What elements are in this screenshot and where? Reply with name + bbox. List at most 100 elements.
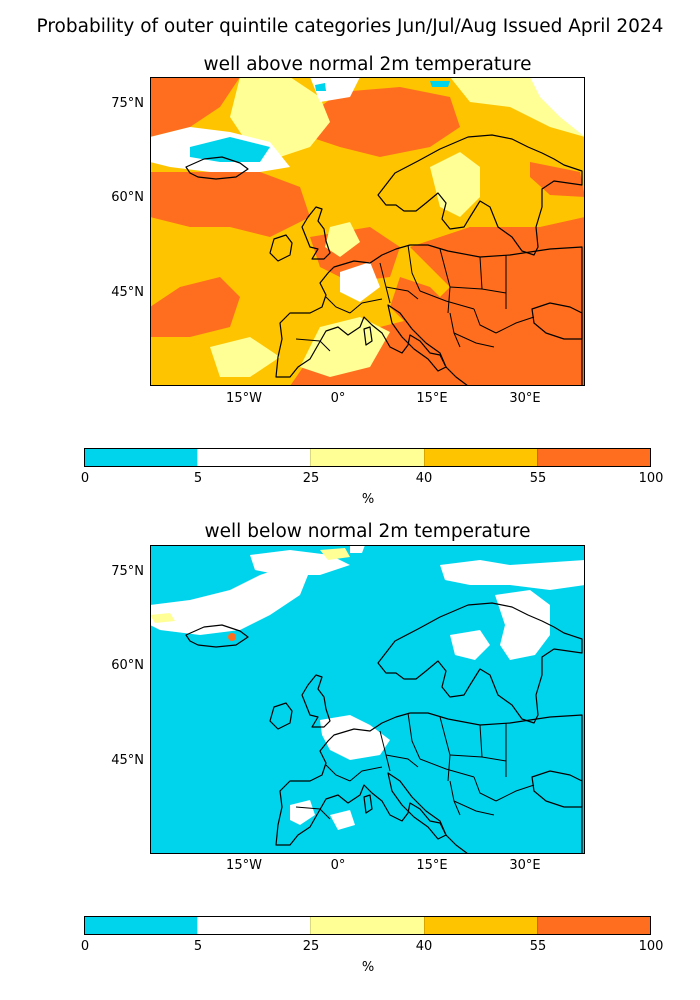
area-5-25	[440, 560, 585, 590]
colorbar-above	[84, 448, 651, 467]
country-border	[473, 776, 497, 802]
country-border	[295, 806, 331, 820]
lat-label-60n: 60°N	[111, 658, 144, 673]
colorbar-tick-0: 0	[80, 471, 90, 486]
colorbar-tick-0: 0	[80, 939, 90, 954]
warm-area-25-40	[210, 337, 280, 377]
country-border	[325, 296, 351, 314]
map-above-svg	[150, 77, 585, 386]
area-25-40	[320, 548, 350, 560]
country-border	[495, 784, 535, 802]
panel-title-below: well below normal 2m temperature	[204, 521, 531, 542]
map-frame	[150, 77, 585, 386]
warm-area-25-40	[430, 152, 480, 217]
area-5-25	[450, 630, 490, 660]
colorbar-segment-25-40	[310, 449, 424, 466]
coastline	[301, 206, 331, 260]
lat-label-45n: 45°N	[111, 753, 144, 768]
country-border	[419, 758, 475, 778]
figure-title: Probability of outer quintile categories…	[36, 16, 664, 37]
colorbar-unit: %	[361, 492, 375, 507]
colorbar-segment-5-25	[197, 917, 311, 934]
country-border	[407, 244, 421, 292]
area-5-25	[290, 800, 315, 825]
colorbar-tick-55: 55	[529, 471, 547, 486]
area-5-25	[320, 715, 390, 760]
map-above	[150, 77, 585, 386]
map-background-0-5	[150, 545, 585, 854]
lon-label-30e: 30°E	[509, 391, 541, 406]
coastline	[269, 234, 293, 262]
colorbar-tick-40: 40	[415, 471, 433, 486]
area-5-25	[330, 810, 355, 830]
lon-label-15w: 15°W	[226, 858, 262, 873]
country-border	[385, 754, 419, 768]
colorbar-unit: %	[361, 960, 375, 975]
coastline	[531, 770, 583, 808]
country-border	[473, 308, 497, 334]
colorbar-tick-55: 55	[529, 939, 547, 954]
colorbar-below	[84, 916, 651, 935]
coastline	[377, 134, 583, 256]
colorbar-tick-5: 5	[193, 471, 203, 486]
area-5-25	[310, 77, 360, 102]
coastline	[269, 702, 293, 730]
country-border	[453, 332, 495, 348]
coastline	[301, 674, 331, 728]
colorbar-segment-40-55	[423, 449, 537, 466]
country-border	[325, 764, 351, 782]
colorbar-tick-25: 25	[302, 471, 320, 486]
colorbar-segment-40-55	[423, 917, 537, 934]
coastline	[387, 772, 447, 840]
colorbar-segment-55-100	[536, 449, 651, 466]
warm-area-55-100	[300, 87, 460, 157]
colorbar-segment-0-5	[85, 917, 198, 934]
colorbar-segment-5-25	[197, 449, 311, 466]
lon-label-15e: 15°E	[416, 391, 448, 406]
country-border	[479, 256, 483, 290]
lon-label-0: 0°	[330, 391, 346, 406]
cold-area-0-5	[190, 137, 270, 162]
area-5-25	[150, 565, 310, 635]
coastline	[363, 326, 373, 346]
colorbar-segment-55-100	[536, 917, 651, 934]
warm-area-55-100	[390, 277, 450, 337]
country-border	[385, 286, 419, 300]
map-below	[150, 545, 585, 854]
coastline	[185, 156, 249, 180]
country-border	[495, 316, 535, 334]
lon-label-0: 0°	[330, 858, 346, 873]
colorbar-tick-100: 100	[638, 471, 664, 486]
area-5-25	[350, 545, 365, 553]
lat-label-75n: 75°N	[111, 564, 144, 579]
coastline	[185, 624, 249, 648]
area-55-100	[228, 633, 236, 641]
warm-area-55-100	[150, 77, 240, 137]
colorbar-tick-5: 5	[193, 939, 203, 954]
cold-area-0-5	[315, 83, 326, 91]
coastline	[275, 244, 583, 386]
country-border	[295, 338, 331, 352]
country-border	[453, 800, 495, 816]
area-5-25	[495, 590, 550, 660]
warm-area-55-100	[150, 172, 310, 237]
coastline	[275, 712, 583, 854]
colorbar-tick-100: 100	[638, 939, 664, 954]
coastline	[377, 602, 583, 724]
warm-area-55-100	[150, 277, 240, 337]
lon-label-30e: 30°E	[509, 858, 541, 873]
colorbar-segment-25-40	[310, 917, 424, 934]
coastline	[531, 302, 583, 340]
country-border	[349, 298, 383, 314]
country-border	[479, 724, 483, 758]
lon-label-15e: 15°E	[416, 858, 448, 873]
coastline	[387, 304, 447, 372]
lon-label-15w: 15°W	[226, 391, 262, 406]
area-25-40	[150, 613, 175, 623]
colorbar-tick-25: 25	[302, 939, 320, 954]
cold-area-0-5	[430, 81, 450, 87]
country-border	[349, 766, 383, 782]
map-frame	[150, 545, 585, 854]
area-5-25	[530, 77, 585, 137]
colorbar-segment-0-5	[85, 449, 198, 466]
